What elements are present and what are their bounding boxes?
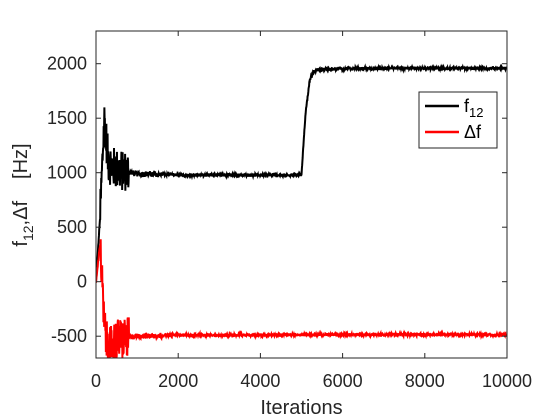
x-axis-label: Iterations <box>260 397 342 419</box>
x-tick-label: 4000 <box>240 371 280 391</box>
y-tick-label: 2000 <box>47 54 87 74</box>
series-layer <box>96 63 507 358</box>
series-line-f12 <box>96 63 507 282</box>
legend-label: f12 <box>464 96 483 120</box>
y-axis-label-sub: 12 <box>20 225 36 241</box>
legend: f12 Δf <box>418 91 498 149</box>
axes-layer: 0 2000 4000 6000 8000 10000 -500 0 500 1000 1500 20… <box>47 30 532 391</box>
y-axis-label-unit: [Hz] <box>10 143 32 179</box>
plot-area <box>96 31 507 358</box>
legend-label: Δf <box>464 122 482 142</box>
x-tick-label: 10000 <box>482 371 532 391</box>
y-tick-label: -500 <box>51 326 87 346</box>
series-line-delta-f <box>96 239 507 358</box>
x-tick-label: 2000 <box>158 371 198 391</box>
y-tick-label: 1500 <box>47 108 87 128</box>
y-tick-label: 1000 <box>47 163 87 183</box>
y-axis-label-main: f <box>10 241 32 247</box>
y-tick-label: 500 <box>57 217 87 237</box>
y-axis-label: f12,Δf [Hz] <box>10 143 36 246</box>
y-tick-label: 0 <box>77 272 87 292</box>
axes-frame <box>95 30 508 359</box>
legend-box <box>418 91 498 149</box>
x-tick-label: 0 <box>91 371 101 391</box>
y-axis-label-rest: ,Δf <box>10 201 32 226</box>
x-tick-label: 6000 <box>323 371 363 391</box>
x-tick-label: 8000 <box>405 371 445 391</box>
